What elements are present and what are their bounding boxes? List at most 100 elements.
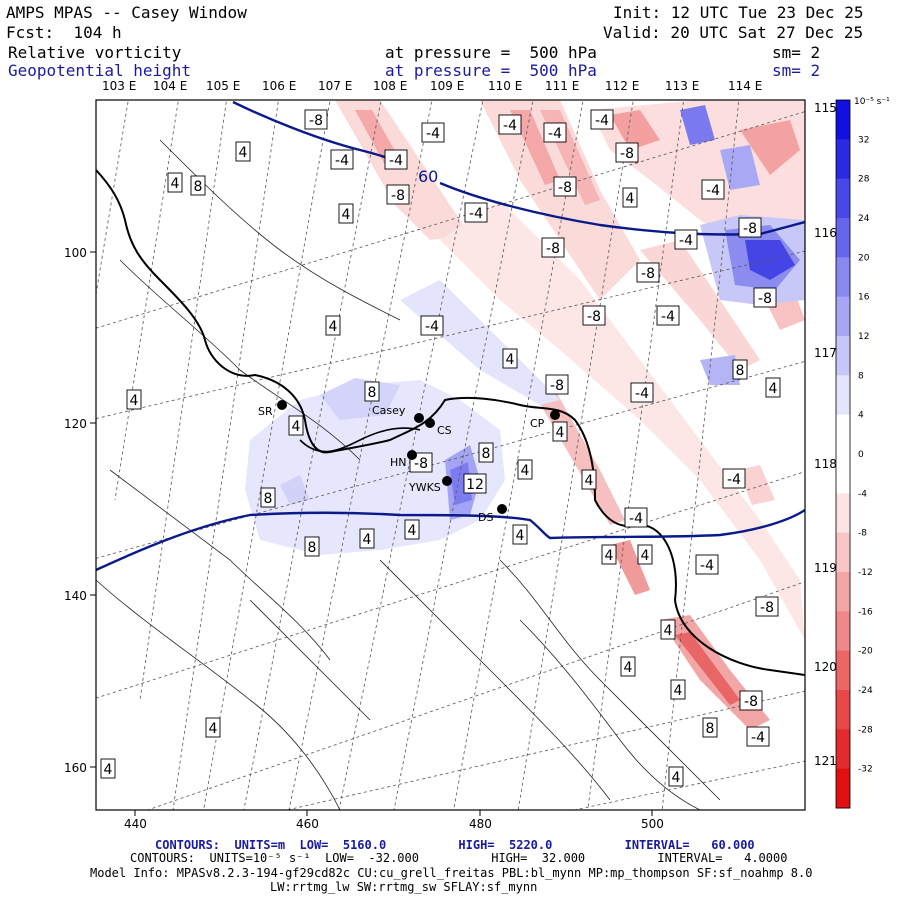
footer-vorticity-contours: CONTOURS: UNITS=10⁻⁵ s⁻¹ LOW= -32.000 HI… <box>130 851 788 865</box>
colorbar-label: 12 <box>858 332 869 342</box>
vorticity-label: -8 <box>309 113 323 129</box>
station-marker-cs[interactable] <box>425 418 435 428</box>
colorbar-label: 28 <box>858 175 870 185</box>
vorticity-label-box <box>420 315 444 336</box>
vorticity-label-box <box>695 554 719 575</box>
vorticity-label-box <box>624 507 648 528</box>
colorbar-swatch <box>836 690 850 730</box>
field2-name: Geopotential height <box>8 61 192 80</box>
vorticity-label: 4 <box>521 463 530 479</box>
vorticity-label-box <box>364 381 380 402</box>
colorbar: 32 28 24 20 16 12 8 4 0 -4 -8 -12 -16 -20 -24 -28 -32 <box>835 99 873 809</box>
colorbar-swatch <box>836 218 850 258</box>
y-tick: 120 <box>64 417 87 431</box>
colorbar-swatch <box>836 650 850 691</box>
colorbar-swatch <box>836 454 850 494</box>
lon-label: 103 E <box>102 79 136 93</box>
vorticity-label: 4 <box>641 548 650 564</box>
vorticity-label-box <box>601 544 617 565</box>
vorticity-label: 4 <box>769 381 778 397</box>
lon-label: 107 E <box>318 79 352 93</box>
colorbar-swatch <box>836 729 850 770</box>
vorticity-label: -8 <box>550 378 564 394</box>
colorbar-swatch <box>836 100 850 140</box>
station-marker-ywks[interactable] <box>442 476 452 486</box>
vorticity-label: -8 <box>641 266 655 282</box>
colorbar-label: -4 <box>858 489 867 499</box>
vorticity-label-box <box>753 287 777 308</box>
colorbar-label: 8 <box>858 371 864 381</box>
station-marker-hn[interactable] <box>407 450 417 460</box>
lon-label: 113 E <box>665 79 699 93</box>
vorticity-label: 4 <box>408 523 417 539</box>
vorticity-label-box <box>190 175 206 196</box>
station-label-casey: Casey <box>372 404 406 417</box>
vorticity-label: -4 <box>751 730 765 746</box>
vorticity-label-box <box>502 348 518 369</box>
footer-model-info-2: LW:rrtmg_lw SW:rrtmg_sw SFLAY:sf_mynn <box>270 880 538 894</box>
vorticity-label: -8 <box>391 188 405 204</box>
lon-label: 111 E <box>545 79 579 93</box>
vorticity-label: 4 <box>104 762 113 778</box>
vorticity-label: -4 <box>629 511 643 527</box>
vorticity-label-box <box>235 141 251 162</box>
vorticity-label-box <box>325 315 341 336</box>
grid-axes: 440 460 480 500 100 120 140 160 <box>64 246 664 831</box>
vorticity-label: -8 <box>620 146 634 162</box>
field1-name: Relative vorticity <box>8 43 182 62</box>
colorbar-label: -8 <box>858 529 867 539</box>
vorticity-label-box <box>498 114 522 135</box>
colorbar-swatch <box>836 414 850 455</box>
station-label-ywks: YWKS <box>408 481 441 494</box>
vorticity-label: -4 <box>503 118 517 134</box>
field1-level: at pressure = 500 hPa <box>385 43 597 62</box>
height-contour-south <box>96 509 805 572</box>
vorticity-label-box <box>590 109 614 130</box>
station-label-ds: DS <box>478 511 493 524</box>
lon-label: 105 E <box>206 79 240 93</box>
vorticity-label: -8 <box>743 221 757 237</box>
field2-level: at pressure = 500 hPa <box>385 61 597 80</box>
field1-smoothing: sm= 2 <box>772 43 821 62</box>
vorticity-label: 4 <box>363 532 372 548</box>
vorticity-shading <box>245 100 805 730</box>
vorticity-label: 4 <box>342 207 351 223</box>
forecast-hour: Fcst: 104 h <box>6 23 122 42</box>
station-marker-casey[interactable] <box>414 413 424 423</box>
vorticity-label-box <box>338 203 354 224</box>
colorbar-swatch <box>836 375 850 416</box>
station-marker-ds[interactable] <box>497 504 507 514</box>
vorticity-label: 4 <box>585 473 594 489</box>
vorticity-label: -4 <box>706 183 720 199</box>
vorticity-label-box <box>765 377 781 398</box>
colorbar-label: -28 <box>858 725 873 735</box>
vorticity-label: 4 <box>626 191 635 207</box>
vorticity-label-box <box>755 596 779 617</box>
lon-label: 114 E <box>728 79 762 93</box>
station-marker-cp[interactable] <box>550 410 560 420</box>
lon-label: 109 E <box>430 79 464 93</box>
station-marker-sr[interactable] <box>277 400 287 410</box>
vorticity-label: 4 <box>624 660 633 676</box>
colorbar-swatch <box>836 178 850 219</box>
vorticity-label: -8 <box>760 600 774 616</box>
height-contour-north-east <box>439 181 805 236</box>
vorticity-label-box <box>660 619 676 640</box>
vorticity-label-box <box>304 109 328 130</box>
vorticity-label: -4 <box>335 153 349 169</box>
vorticity-label-box <box>620 656 636 677</box>
lon-label: 106 E <box>262 79 296 93</box>
vorticity-label-box <box>126 389 142 410</box>
colorbar-swatch <box>836 572 850 612</box>
vorticity-label-box <box>637 544 653 565</box>
vorticity-label-box <box>732 359 748 380</box>
vorticity-label: 8 <box>194 179 203 195</box>
top-longitude-labels: 103 E 104 E 105 E 106 E 107 E 108 E 109 … <box>102 79 762 93</box>
vorticity-label: 12 <box>466 477 484 493</box>
vorticity-label-box <box>582 305 606 326</box>
colorbar-swatch <box>836 336 850 376</box>
vorticity-label: 4 <box>556 425 565 441</box>
colorbar-frame <box>835 99 851 809</box>
colorbar-label: 16 <box>858 293 870 303</box>
